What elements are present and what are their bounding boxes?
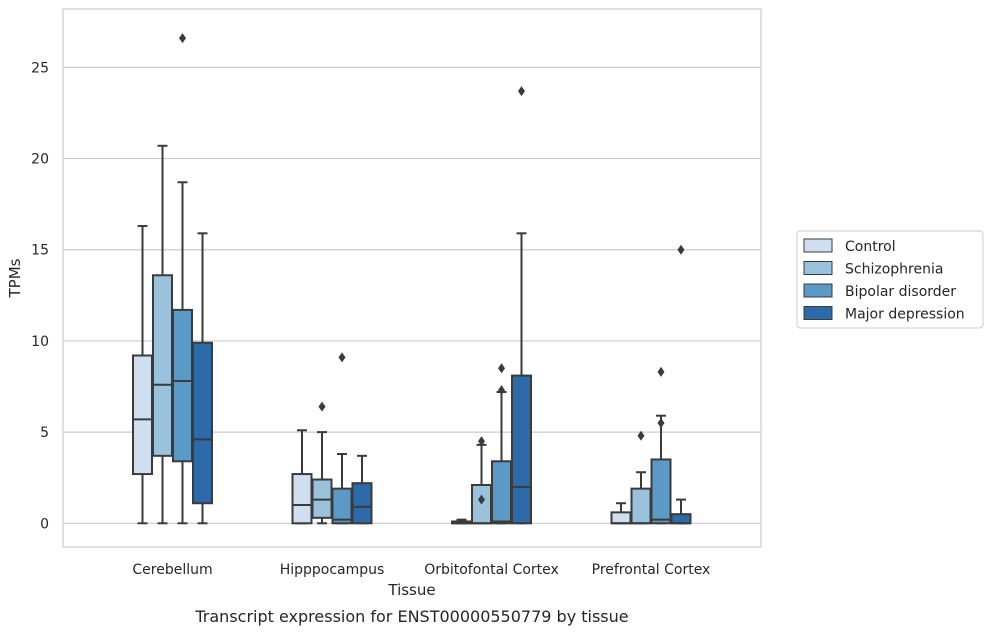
y-tick-label: 10 <box>31 334 49 350</box>
legend-label: Bipolar disorder <box>845 284 956 300</box>
plot-frame <box>62 8 762 548</box>
box-0-0 <box>132 225 153 525</box>
outlier-point <box>498 363 505 374</box>
box-0-1 <box>291 429 313 525</box>
chart-caption: Transcript expression for ENST0000055077… <box>194 607 628 626</box>
legend-label: Major depression <box>845 307 965 323</box>
box-iqr <box>630 487 652 525</box>
legend-label: Control <box>845 239 896 255</box>
outlier-point <box>478 494 485 505</box>
outlier-point <box>338 352 346 363</box>
y-tick-label: 20 <box>31 152 49 168</box>
box-1-1 <box>311 401 333 525</box>
box-iqr <box>511 374 532 525</box>
x-tick-label: Cerebellum <box>132 562 212 578</box>
box-3-2 <box>511 86 532 525</box>
x-tick-labels: Cerebellum Hipppocampus Orbitofontal Corte… <box>132 562 710 578</box>
outlier-point <box>518 86 525 97</box>
box-iqr <box>152 274 173 457</box>
legend-swatch <box>803 306 833 320</box>
outlier-point <box>179 33 186 44</box>
box-iqr <box>491 460 512 525</box>
box-series <box>132 33 692 525</box>
box-2-0 <box>172 33 193 525</box>
box-iqr <box>610 511 632 525</box>
outlier-point <box>498 385 505 396</box>
x-tick-label: Orbitofontal Cortex <box>424 562 559 578</box>
box-iqr <box>192 341 213 505</box>
box-3-1 <box>351 454 373 525</box>
y-tick-labels: 0 5 10 15 20 25 <box>31 60 49 532</box>
outlier-point <box>637 430 645 441</box>
box-iqr <box>132 354 153 476</box>
outlier-point <box>657 417 665 428</box>
legend-frame <box>796 230 984 329</box>
y-tick-label: 5 <box>40 425 49 441</box>
box-iqr <box>351 482 373 525</box>
box-2-2 <box>491 363 512 525</box>
y-tick-label: 25 <box>31 60 49 76</box>
box-iqr <box>331 487 353 525</box>
outlier-point <box>677 244 685 255</box>
legend: Control Schizophrenia Bipolar disorder Majo… <box>796 230 984 329</box>
box-1-0 <box>152 144 173 525</box>
box-iqr <box>650 458 672 525</box>
box-3-0 <box>192 232 213 525</box>
x-axis-label: Tissue <box>387 581 435 599</box>
x-tick-label: Hipppocampus <box>280 562 385 578</box>
box-1-3 <box>630 430 652 525</box>
box-0-3 <box>610 502 632 525</box>
legend-swatch <box>803 261 833 275</box>
box-iqr <box>172 308 193 463</box>
box-1-2 <box>471 436 492 525</box>
box-3-3 <box>670 244 692 525</box>
y-tick-label: 0 <box>40 516 49 532</box>
box-iqr <box>670 513 692 525</box>
box-2-1 <box>331 352 353 525</box>
y-axis-label: TPMs <box>6 258 24 298</box>
legend-swatch <box>803 238 833 253</box>
box-2-3 <box>650 366 672 525</box>
outlier-point <box>478 436 485 447</box>
box-0-2 <box>451 518 472 525</box>
x-tick-label: Prefrontal Cortex <box>592 562 711 578</box>
legend-label: Schizophrenia <box>845 262 943 278</box>
legend-swatch <box>803 283 833 298</box>
outlier-point <box>657 366 665 377</box>
outlier-point <box>318 401 326 412</box>
box-iqr <box>291 473 313 525</box>
y-tick-label: 15 <box>31 243 49 259</box>
